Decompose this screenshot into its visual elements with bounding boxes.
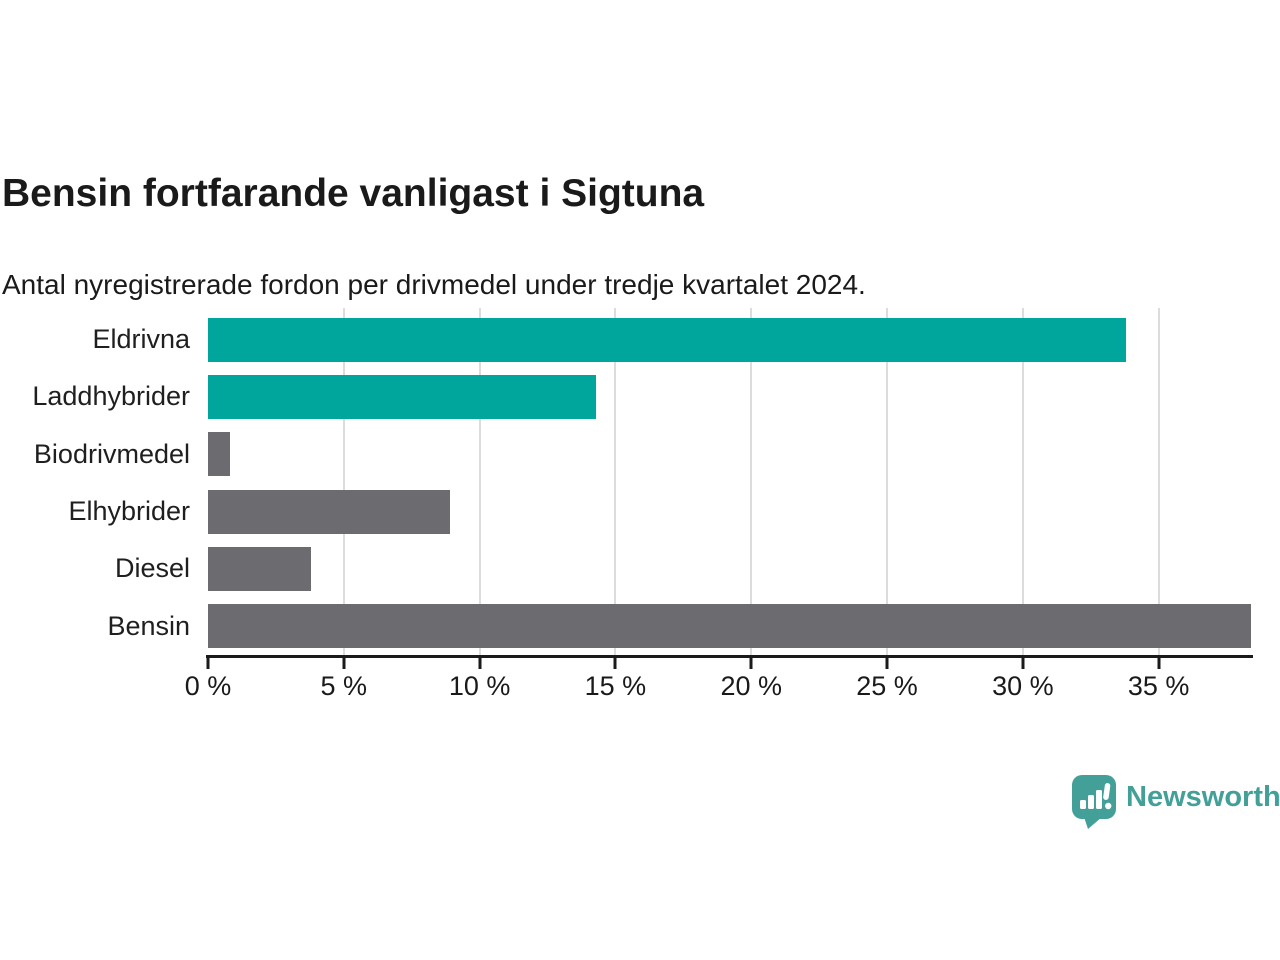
bar-row (208, 426, 1251, 483)
gridline (478, 308, 481, 655)
x-axis-ticks: 0 % 5 % 10 % 15 % 20 % 25 % 30 % 35 % (185, 658, 1251, 703)
bar-eldrivna (208, 317, 1127, 362)
branding: Newsworthy (1071, 774, 1280, 830)
category-label-elhybrider: Elhybrider (68, 496, 190, 527)
gridline (750, 308, 753, 655)
tick-mark (613, 658, 617, 669)
bar-diesel (208, 546, 312, 591)
chart-title: Bensin fortfarande vanligast i Sigtuna (2, 172, 705, 216)
bar-row (208, 483, 1251, 540)
newsworthy-logo-icon (1071, 774, 1117, 830)
chart-subtitle: Antal nyregistrerade fordon per drivmede… (2, 269, 866, 300)
tick-label: 35 % (1127, 671, 1190, 701)
tick-mark (1021, 658, 1025, 669)
tick-mark (342, 658, 346, 669)
tick-label: 15 % (584, 671, 647, 701)
bar-bensin (208, 604, 1251, 649)
tick-mark (749, 658, 753, 669)
bar-row (208, 598, 1251, 655)
plot-area (208, 308, 1251, 655)
category-label-diesel: Diesel (114, 553, 190, 584)
category-label-eldrivna: Eldrivna (92, 324, 190, 355)
gridline (1021, 308, 1024, 655)
category-labels: Eldrivna Laddhybrider Biodrivmedel Elhybrid… (0, 311, 190, 655)
tick-label: 5 % (320, 671, 368, 701)
gridline (342, 308, 345, 655)
tick-label: 10 % (448, 671, 511, 701)
tick-label: 30 % (992, 671, 1054, 701)
gridline (614, 308, 617, 655)
tick-label: 20 % (720, 671, 782, 701)
bar-elhybrider (208, 489, 450, 534)
tick-mark (206, 658, 210, 669)
category-label-laddhybrider: Laddhybrider (32, 381, 190, 412)
brand-name: Newsworthy (1126, 781, 1280, 813)
gridline (1157, 308, 1160, 655)
bar-row (208, 368, 1251, 425)
bar-row (208, 311, 1251, 368)
tick-mark (478, 658, 482, 669)
category-label-bensin: Bensin (107, 610, 190, 641)
bar-biodrivmedel (208, 432, 230, 477)
tick-label: 0 % (184, 671, 232, 701)
tick-mark (885, 658, 889, 669)
tick-label: 25 % (856, 671, 918, 701)
bar-row (208, 540, 1251, 597)
bar-laddhybrider (208, 374, 597, 419)
category-label-biodrivmedel: Biodrivmedel (33, 438, 190, 469)
tick-mark (1157, 658, 1161, 669)
x-axis-line (206, 655, 1253, 658)
gridline (886, 308, 889, 655)
